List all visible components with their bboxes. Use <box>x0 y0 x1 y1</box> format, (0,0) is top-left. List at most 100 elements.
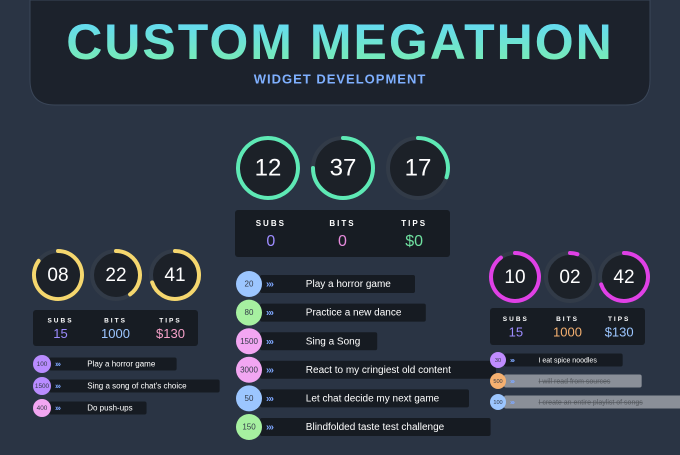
goal-amount: 400 <box>37 405 48 412</box>
stat-label: SUBS <box>256 219 286 228</box>
timer-value: 37 <box>330 154 357 181</box>
stat-value: $130 <box>156 326 185 341</box>
timer-ring <box>236 136 300 200</box>
goal-chevrons: ››› <box>266 365 274 376</box>
goal-bar <box>260 389 469 408</box>
stat-label: SUBS <box>503 316 529 323</box>
goal-amount: 3000 <box>240 365 258 374</box>
timer-ring <box>114 249 142 297</box>
goal-amount: 30 <box>495 358 501 364</box>
goal-chevrons: ››› <box>510 378 516 385</box>
stat-value: 15 <box>509 325 523 340</box>
goal-badge <box>33 355 51 373</box>
goal-bar <box>260 275 415 293</box>
timer-value: 22 <box>105 265 126 286</box>
stat-label: TIPS <box>159 318 181 325</box>
goal-text: I will read from sources <box>538 378 610 385</box>
goal-amount: 100 <box>37 361 48 368</box>
goal-bar <box>260 332 378 351</box>
goal-bar <box>49 401 147 415</box>
goal-badge <box>236 299 262 326</box>
goal-text: Do push-ups <box>87 404 132 413</box>
stats-panel <box>490 308 645 345</box>
goal-amount: 500 <box>493 379 502 385</box>
goal-bar <box>504 395 680 409</box>
timer-value: 41 <box>164 265 185 286</box>
goal-badge <box>236 271 262 297</box>
timer-value: 17 <box>405 154 432 181</box>
timer-ring <box>32 249 84 301</box>
goal-chevrons: ››› <box>266 308 274 319</box>
goal-amount: 50 <box>245 394 254 403</box>
goal-text: Sing a Song <box>306 336 361 347</box>
stat-value: 0 <box>338 233 347 250</box>
stat-label: BITS <box>104 318 127 325</box>
stat-label: BITS <box>329 219 355 228</box>
stat-value: 1000 <box>553 325 582 340</box>
timer-ring <box>568 251 580 257</box>
timer-value: 42 <box>613 267 634 288</box>
goal-text: I eat spice noodles <box>538 357 597 364</box>
timer-ring <box>150 249 201 301</box>
goal-bar <box>260 360 496 379</box>
goal-amount: 80 <box>245 308 254 317</box>
goal-badge <box>236 385 262 412</box>
stat-value: 0 <box>266 233 275 250</box>
goal-badge <box>236 414 262 440</box>
goal-chevrons: ››› <box>266 422 274 433</box>
timer-ring <box>416 136 450 180</box>
goal-text: React to my cringiest old content <box>306 365 451 376</box>
stats-panel <box>33 310 198 346</box>
goal-chevrons: ››› <box>266 336 274 347</box>
goal-chevrons: ››› <box>266 279 274 290</box>
goal-text: Sing a song of chat's choice <box>87 382 187 391</box>
stat-label: TIPS <box>608 316 630 323</box>
goal-amount: 20 <box>245 280 254 289</box>
goal-amount: 100 <box>493 400 502 406</box>
stat-label: TIPS <box>401 219 427 228</box>
goal-badge <box>33 377 51 395</box>
stat-value: $0 <box>405 233 423 250</box>
goal-chevrons: ››› <box>510 399 516 406</box>
header-panel <box>29 0 651 106</box>
goal-badge <box>490 352 506 368</box>
timer-ring <box>599 251 650 303</box>
timer-value: 12 <box>255 154 282 181</box>
goal-bar <box>49 379 220 393</box>
goal-amount: 150 <box>242 423 256 432</box>
timer-value: 10 <box>504 267 525 288</box>
stat-value: $130 <box>605 325 634 340</box>
goal-badge <box>236 356 262 383</box>
goal-text: Play a horror game <box>306 279 391 290</box>
goal-badge <box>490 373 506 389</box>
timer-ring <box>489 251 541 303</box>
stat-value: 15 <box>53 326 67 341</box>
goal-bar <box>49 357 177 371</box>
goal-chevrons: ››› <box>55 360 61 369</box>
stat-label: SUBS <box>47 318 73 325</box>
goal-badge <box>236 328 262 355</box>
goal-bar <box>504 374 642 388</box>
title: CUSTOM MEGATHON <box>66 14 614 70</box>
goal-badge <box>33 399 51 417</box>
subtitle: WIDGET DEVELOPMENT <box>254 71 427 86</box>
goal-bar <box>260 418 491 436</box>
timer-value: 02 <box>559 267 580 288</box>
goal-amount: 1500 <box>240 337 258 346</box>
goal-text: Practice a new dance <box>306 308 402 319</box>
goal-badge <box>490 394 506 410</box>
stats-panel <box>235 210 450 257</box>
goal-text: Play a horror game <box>87 360 156 369</box>
goal-chevrons: ››› <box>55 404 61 413</box>
goal-text: Blindfolded taste test challenge <box>306 422 445 433</box>
goal-chevrons: ››› <box>510 357 516 364</box>
stat-value: 1000 <box>101 326 130 341</box>
timer-value: 08 <box>47 265 68 286</box>
timer-ring <box>311 136 375 200</box>
goal-chevrons: ››› <box>266 394 274 405</box>
goal-bar <box>260 303 426 322</box>
goal-text: I create an entire playlist of songs <box>538 399 643 406</box>
goal-amount: 1500 <box>35 383 50 390</box>
